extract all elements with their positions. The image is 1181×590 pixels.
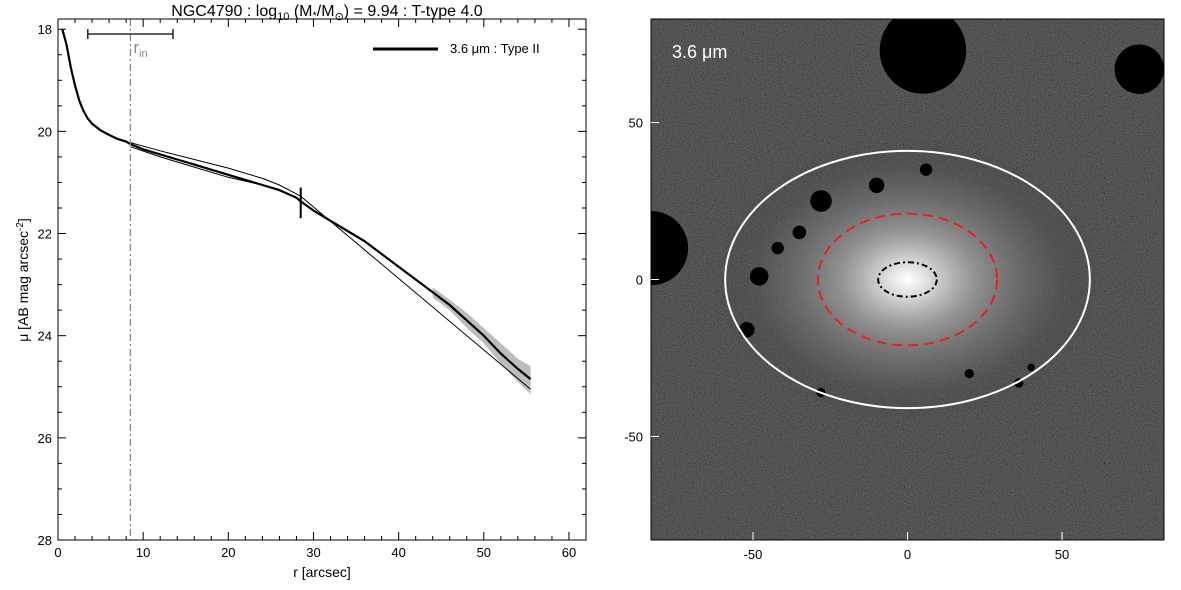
legend-label: 3.6 μm : Type II [450,41,540,56]
ellipse-outer-limit [724,149,1091,410]
uncertainty-band [432,287,531,395]
star-mask [1027,363,1035,372]
y-tick-label: 24 [38,329,52,344]
star-mask [1114,44,1164,94]
x-tick-label: 0 [904,547,911,562]
y-tick-label: 20 [38,124,52,139]
star-mask [771,241,784,255]
series-fit-inner-upper [130,142,301,197]
series-main-profile [61,28,532,380]
y-tick-label: 22 [38,227,52,242]
band-label: 3.6 μm [672,42,727,62]
plot-frame [57,18,587,541]
x-tick-label: 0 [54,545,61,560]
star-mask [919,163,933,176]
x-tick-label: -50 [744,547,763,562]
chart-title: NGC4790 : log10 (M*/M⊙) = 9.94 : T-type … [171,3,482,23]
x-tick-label: 10 [136,545,150,560]
star-mask [964,369,974,379]
star-mask [879,19,967,94]
y-tick-label: 50 [629,116,643,131]
star-masks [651,19,1164,398]
x-axis-title: r [arcsec] [293,564,351,580]
x-tick-label: 30 [306,545,320,560]
star-mask [868,177,885,194]
r-in-label: rin [133,38,147,60]
image-axis-ticks: -50 0 50 -50 0 50 [624,116,1069,562]
series-fit-inner-lower [130,146,301,201]
ellipse-break-radius [816,212,999,347]
error-band [432,287,531,395]
legend: 3.6 μm : Type II [373,41,540,56]
y-tick-label: 0 [636,273,643,288]
galaxy-image [651,19,1164,540]
x-tick-label: 50 [477,545,491,560]
galaxy-light [716,137,1099,422]
star-mask [792,225,807,240]
x-tick-label: 40 [391,545,405,560]
profile-lines [61,28,532,390]
galaxy-image-panel: -50 0 50 -50 0 50 3.6 μm [624,18,1165,562]
star-mask [651,211,689,286]
y-tick-label: 18 [38,22,52,37]
y-tick-label: -50 [624,429,643,444]
profile-chart: NGC4790 : log10 (M*/M⊙) = 9.94 : T-type … [15,3,587,580]
ellipse-inner-radius [877,261,938,298]
x-tick-label: 50 [1055,547,1069,562]
star-mask [810,190,832,212]
star-mask [739,321,755,338]
y-tick-label: 26 [38,431,52,446]
star-mask [749,267,769,286]
axis-ticks: 0 10 20 30 40 50 60 18 20 22 24 26 28 [38,19,586,560]
x-tick-label: 20 [221,545,235,560]
y-axis-title: μ [AB mag arcsec-2] [15,218,31,342]
isophote-ellipses [724,149,1091,410]
series-fit-outer [300,195,531,390]
x-tick-label: 60 [562,545,576,560]
annotations: rin [87,19,302,540]
y-tick-label: 28 [38,533,52,548]
